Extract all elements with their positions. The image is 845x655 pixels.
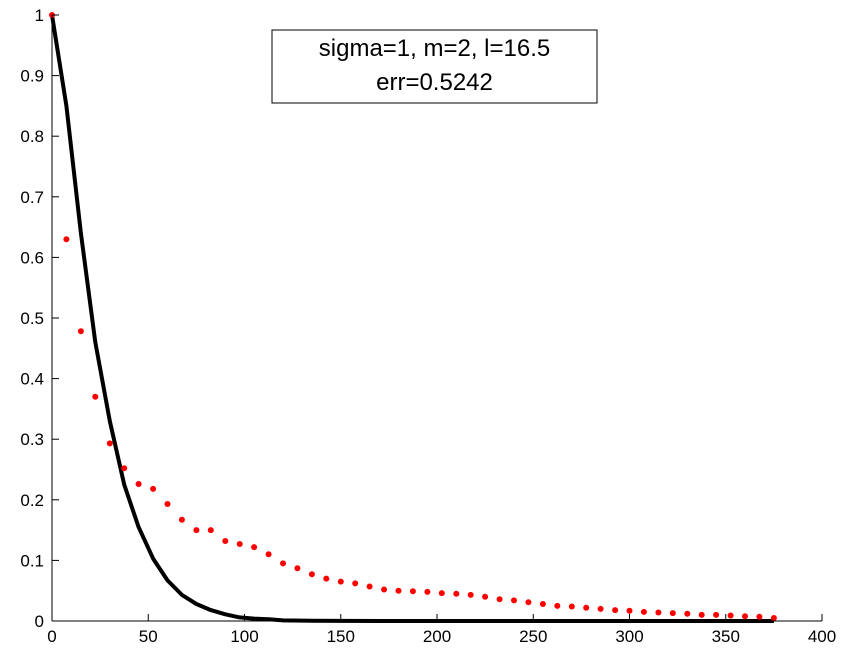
annotation-line2: err=0.5242 xyxy=(376,69,493,96)
data-point xyxy=(655,609,662,616)
y-tick-label: 0.5 xyxy=(20,309,44,328)
data-point xyxy=(698,611,705,618)
data-point xyxy=(568,603,575,610)
data-point xyxy=(135,481,142,487)
data-point xyxy=(381,586,388,593)
x-tick-label: 50 xyxy=(139,627,158,646)
data-point xyxy=(626,607,633,614)
data-point xyxy=(337,578,344,585)
data-point xyxy=(280,560,286,567)
annotation-box: sigma=1, m=2, l=16.5 err=0.5242 xyxy=(271,29,598,104)
x-tick-label: 200 xyxy=(423,627,451,646)
data-point xyxy=(308,571,315,578)
data-point xyxy=(727,612,734,619)
data-point xyxy=(424,588,431,595)
data-point xyxy=(453,590,460,597)
data-point xyxy=(554,602,561,609)
x-tick-label: 250 xyxy=(519,627,547,646)
data-point xyxy=(323,575,330,582)
data-point xyxy=(236,541,243,547)
data-point xyxy=(178,516,185,523)
data-point xyxy=(597,605,604,612)
data-point xyxy=(164,501,171,507)
y-tick-label: 0.4 xyxy=(20,370,44,389)
y-tick-label: 0.6 xyxy=(20,248,44,267)
data-point xyxy=(251,544,258,551)
data-point xyxy=(409,588,416,595)
data-point xyxy=(482,593,489,600)
data-point xyxy=(438,590,445,597)
x-tick-label: 400 xyxy=(808,627,836,646)
data-point xyxy=(496,596,503,603)
x-tick-label: 150 xyxy=(327,627,355,646)
data-point xyxy=(207,527,214,534)
data-point xyxy=(106,440,113,447)
data-point xyxy=(77,328,84,335)
data-point xyxy=(511,597,517,604)
data-point xyxy=(121,465,128,472)
annotation-line1: sigma=1, m=2, l=16.5 xyxy=(319,35,550,62)
y-tick-label: 1 xyxy=(35,6,44,25)
data-point xyxy=(756,613,763,620)
x-tick-label: 0 xyxy=(47,627,56,646)
data-point xyxy=(265,551,272,558)
data-point xyxy=(150,485,157,492)
data-point xyxy=(713,611,720,618)
data-point xyxy=(193,527,200,534)
data-point xyxy=(294,565,301,572)
data-point xyxy=(669,610,676,617)
data-point xyxy=(92,393,99,400)
y-tick-label: 0.1 xyxy=(20,551,44,570)
data-point xyxy=(467,591,474,598)
data-point xyxy=(539,601,546,607)
data-point xyxy=(742,613,748,620)
y-tick-label: 0.7 xyxy=(20,188,44,207)
x-tick-label: 300 xyxy=(615,627,643,646)
x-tick-label: 350 xyxy=(712,627,740,646)
data-point xyxy=(222,538,229,544)
data-point xyxy=(63,236,70,243)
data-point xyxy=(583,604,590,611)
axes: 0 50 100 150 200 250 300 350 400 0 0.1 0.2 0.3 0.4 0.5… xyxy=(20,6,836,646)
data-point xyxy=(366,583,373,590)
data-point xyxy=(395,587,402,594)
data-point xyxy=(352,580,359,587)
data-point xyxy=(684,610,691,617)
data-point xyxy=(525,599,532,606)
y-tick-label: 0.9 xyxy=(20,67,44,86)
y-tick-label: 0.3 xyxy=(20,430,44,449)
annotation-border xyxy=(271,29,598,104)
data-point xyxy=(640,608,647,615)
y-tick-label: 0 xyxy=(35,612,44,631)
y-tick-label: 0.8 xyxy=(20,127,44,146)
data-point xyxy=(612,607,619,614)
data-point xyxy=(770,615,777,621)
x-tick-label: 100 xyxy=(230,627,258,646)
y-tick-label: 0.2 xyxy=(20,491,44,510)
